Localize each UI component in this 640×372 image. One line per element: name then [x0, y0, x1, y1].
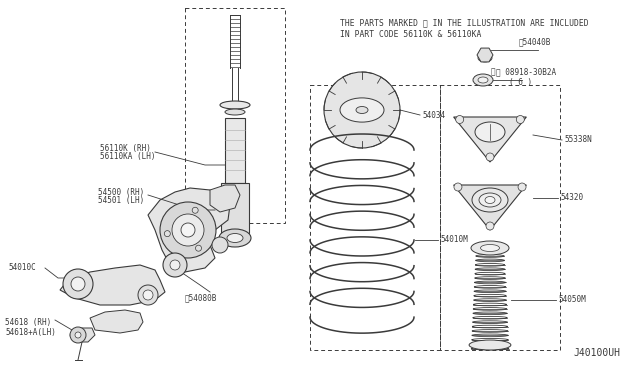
Circle shape: [75, 332, 81, 338]
Circle shape: [518, 183, 526, 191]
Circle shape: [138, 285, 158, 305]
Circle shape: [160, 202, 216, 258]
Text: 54500 (RH): 54500 (RH): [98, 187, 144, 196]
Circle shape: [181, 223, 195, 237]
Circle shape: [195, 245, 202, 251]
Polygon shape: [477, 48, 493, 62]
Circle shape: [516, 115, 524, 124]
Text: THE PARTS MARKED ※ IN THE ILLUSTRATION ARE INCLUDED: THE PARTS MARKED ※ IN THE ILLUSTRATION A…: [340, 18, 589, 27]
Ellipse shape: [219, 229, 251, 247]
Bar: [440, 85, 560, 350]
Text: 54034: 54034: [422, 110, 445, 119]
Ellipse shape: [340, 98, 384, 122]
Circle shape: [71, 277, 85, 291]
Ellipse shape: [473, 74, 493, 86]
Circle shape: [454, 183, 462, 191]
Polygon shape: [210, 185, 240, 212]
Bar: [221, 183, 249, 233]
Text: 54010M: 54010M: [440, 235, 468, 244]
Circle shape: [486, 222, 494, 230]
Bar: [310, 85, 440, 350]
Circle shape: [486, 153, 494, 161]
Polygon shape: [148, 188, 230, 272]
Text: Ⓝ 08918-30B2A: Ⓝ 08918-30B2A: [496, 67, 556, 77]
Ellipse shape: [324, 72, 400, 148]
Circle shape: [63, 269, 93, 299]
Polygon shape: [70, 328, 95, 342]
Ellipse shape: [471, 241, 509, 255]
Text: 54618 (RH): 54618 (RH): [5, 318, 51, 327]
Circle shape: [170, 260, 180, 270]
Ellipse shape: [479, 193, 501, 207]
Circle shape: [172, 214, 204, 246]
Text: 54050M: 54050M: [558, 295, 586, 305]
Ellipse shape: [472, 188, 508, 212]
Text: ※54080B: ※54080B: [185, 294, 218, 302]
Text: J40100UH: J40100UH: [573, 348, 620, 358]
Text: 54320: 54320: [560, 193, 583, 202]
Text: ( 6 ): ( 6 ): [509, 77, 532, 87]
Ellipse shape: [220, 101, 250, 109]
Bar: [225, 118, 245, 183]
Text: 54010C: 54010C: [8, 263, 36, 273]
Circle shape: [192, 207, 198, 213]
Circle shape: [456, 115, 464, 124]
Text: 56110K (RH): 56110K (RH): [100, 144, 151, 153]
Text: 54501 (LH): 54501 (LH): [98, 196, 144, 205]
Text: IN PART CODE 56110K & 56110KA: IN PART CODE 56110K & 56110KA: [340, 30, 481, 39]
Circle shape: [212, 237, 228, 253]
Polygon shape: [90, 310, 143, 333]
Circle shape: [164, 231, 170, 237]
Circle shape: [70, 327, 86, 343]
Polygon shape: [454, 185, 526, 230]
Ellipse shape: [225, 109, 245, 115]
Ellipse shape: [469, 340, 511, 350]
Ellipse shape: [485, 196, 495, 203]
Text: 54618+A(LH): 54618+A(LH): [5, 327, 56, 337]
Ellipse shape: [478, 54, 492, 62]
Circle shape: [143, 290, 153, 300]
Ellipse shape: [227, 234, 243, 243]
Circle shape: [163, 253, 187, 277]
Polygon shape: [454, 117, 526, 162]
Text: ※54040B: ※54040B: [519, 38, 552, 46]
Ellipse shape: [478, 77, 488, 83]
Text: 56110KA (LH): 56110KA (LH): [100, 153, 156, 161]
Ellipse shape: [356, 106, 368, 113]
Polygon shape: [60, 265, 165, 305]
Ellipse shape: [481, 244, 499, 251]
Text: 55338N: 55338N: [564, 135, 592, 144]
Bar: [185, 8, 285, 223]
Ellipse shape: [475, 122, 505, 142]
Text: ※: ※: [491, 67, 495, 77]
